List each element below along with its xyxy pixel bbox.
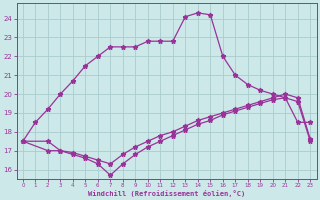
X-axis label: Windchill (Refroidissement éolien,°C): Windchill (Refroidissement éolien,°C): [88, 190, 245, 197]
